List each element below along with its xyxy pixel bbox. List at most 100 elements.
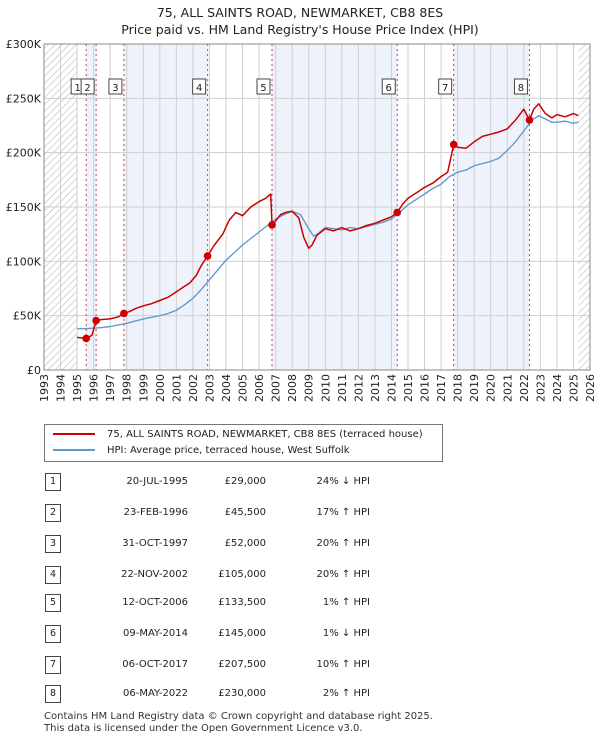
chart-title: 75, ALL SAINTS ROAD, NEWMARKET, CB8 8ES (156, 5, 444, 20)
x-tick-label: 2021 (501, 374, 514, 402)
table-row: 1 20-JUL-1995 £29,000 24% ↓ HPI (0, 468, 600, 496)
sale-hpi-diff: 1% ↓ HPI (322, 628, 370, 639)
sale-label: 5 (260, 83, 266, 94)
legend-swatch-hpi (53, 449, 95, 451)
sale-label-box (108, 78, 123, 95)
sale-date: 22-NOV-2002 (121, 569, 188, 580)
x-tick-label: 2015 (402, 374, 415, 402)
sale-date: 31-OCT-1997 (122, 538, 188, 549)
sale-number-badge: 3 (45, 535, 61, 553)
sale-label: 2 (84, 83, 90, 94)
sale-price: £230,000 (218, 688, 266, 699)
sale-price: £207,500 (218, 659, 266, 670)
sale-label-box (381, 78, 396, 95)
x-tick-label: 2009 (303, 374, 316, 402)
chart-subtitle: Price paid vs. HM Land Registry's House … (121, 22, 479, 37)
table-row: 3 31-OCT-1997 £52,000 20% ↑ HPI (0, 530, 600, 558)
sale-label-box (256, 78, 271, 95)
x-tick-label: 2013 (369, 374, 382, 402)
legend-label-hpi: HPI: Average price, terraced house, West… (107, 445, 350, 456)
x-tick-label: 1995 (71, 374, 84, 402)
sale-hpi-diff: 10% ↑ HPI (316, 659, 370, 670)
x-tick-label: 2008 (286, 374, 299, 402)
sale-hpi-diff: 17% ↑ HPI (316, 507, 370, 518)
y-tick-label: £100K (6, 255, 42, 268)
sale-label: 8 (518, 83, 524, 94)
y-tick-label: £150K (6, 201, 42, 214)
hpi-series-line (77, 114, 579, 330)
sale-label-box (438, 78, 453, 95)
legend-item-hpi: HPI: Average price, terraced house, West… (53, 443, 350, 459)
sale-price: £133,500 (218, 597, 266, 608)
x-tick-label: 2020 (485, 374, 498, 402)
sale-hpi-diff: 20% ↑ HPI (316, 538, 370, 549)
sale-price: £145,000 (218, 628, 266, 639)
sale-date: 06-OCT-2017 (122, 659, 188, 670)
x-tick-label: 2003 (203, 374, 216, 402)
legend-swatch-price (53, 433, 95, 435)
table-row: 8 06-MAY-2022 £230,000 2% ↑ HPI (0, 680, 600, 708)
sale-label-box (192, 78, 207, 95)
legend-label-price: 75, ALL SAINTS ROAD, NEWMARKET, CB8 8ES … (107, 429, 423, 440)
table-row: 2 23-FEB-1996 £45,500 17% ↑ HPI (0, 499, 600, 527)
table-row: 5 12-OCT-2006 £133,500 1% ↑ HPI (0, 589, 600, 617)
x-tick-label: 2019 (468, 374, 481, 402)
sale-date: 09-MAY-2014 (122, 628, 188, 639)
x-tick-label: 1997 (104, 374, 117, 402)
sale-date: 06-MAY-2022 (122, 688, 188, 699)
price-series-line (77, 103, 579, 340)
sale-point (120, 309, 128, 318)
legend: 75, ALL SAINTS ROAD, NEWMARKET, CB8 8ES … (44, 424, 443, 462)
sale-number-badge: 2 (45, 504, 61, 522)
sale-number-badge: 6 (45, 625, 61, 643)
sale-number-badge: 7 (45, 656, 61, 674)
sale-hpi-diff: 1% ↑ HPI (322, 597, 370, 608)
x-tick-label: 2026 (584, 374, 597, 402)
x-tick-label: 2014 (385, 374, 398, 402)
table-row: 7 06-OCT-2017 £207,500 10% ↑ HPI (0, 651, 600, 679)
y-tick-label: £200K (6, 147, 42, 160)
sale-number-badge: 5 (45, 594, 61, 612)
sale-date: 23-FEB-1996 (123, 507, 188, 518)
y-tick-label: £300K (6, 38, 42, 51)
sale-number-badge: 8 (45, 685, 61, 703)
x-tick-label: 2018 (452, 374, 465, 402)
sale-price: £45,500 (224, 507, 266, 518)
sale-label: 7 (442, 83, 448, 94)
x-tick-label: 2024 (551, 374, 564, 402)
x-tick-label: 2000 (154, 374, 167, 402)
sale-number-badge: 4 (45, 566, 61, 584)
sale-price: £52,000 (224, 538, 266, 549)
x-tick-label: 2005 (237, 374, 250, 402)
sale-point (82, 334, 90, 343)
sale-price: £29,000 (224, 476, 266, 487)
x-tick-label: 2007 (270, 374, 283, 402)
sale-point (268, 221, 276, 229)
sale-hpi-diff: 2% ↑ HPI (322, 688, 370, 699)
y-tick-label: £250K (6, 92, 42, 105)
x-tick-label: 2004 (220, 374, 233, 402)
sale-point (449, 140, 458, 149)
table-row: 4 22-NOV-2002 £105,000 20% ↑ HPI (0, 561, 600, 589)
footer-licence: This data is licensed under the Open Gov… (44, 722, 363, 734)
footer-copyright: Contains HM Land Registry data © Crown c… (44, 711, 433, 722)
x-tick-label: 1996 (88, 374, 101, 402)
sale-date: 12-OCT-2006 (122, 597, 188, 608)
sale-price: £105,000 (218, 569, 266, 580)
x-tick-label: 2001 (170, 374, 183, 402)
y-tick-label: £50K (13, 310, 42, 323)
sale-date: 20-JUL-1995 (126, 476, 188, 487)
sale-label-box (513, 78, 528, 95)
sale-point (203, 252, 212, 260)
sale-point (525, 116, 534, 124)
x-tick-label: 2006 (253, 374, 266, 402)
x-tick-label: 2010 (319, 374, 332, 402)
x-tick-label: 2017 (435, 374, 448, 402)
x-tick-label: 2011 (336, 374, 349, 402)
x-tick-label: 1998 (121, 374, 134, 402)
x-tick-label: 2023 (534, 374, 547, 402)
sale-hpi-diff: 20% ↑ HPI (316, 569, 370, 580)
plot-frame (43, 43, 591, 371)
legend-item-price: 75, ALL SAINTS ROAD, NEWMARKET, CB8 8ES … (53, 427, 423, 443)
